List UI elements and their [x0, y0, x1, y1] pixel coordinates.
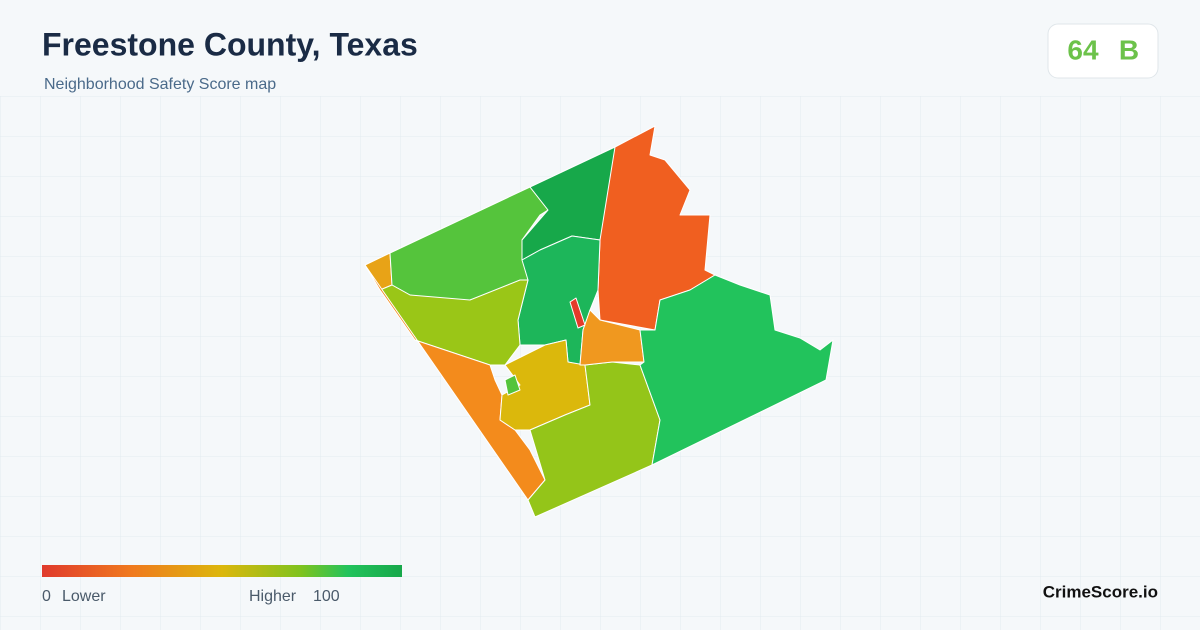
score-grade: B: [1119, 34, 1139, 65]
subtitle: Neighborhood Safety Score map: [44, 76, 276, 93]
title: Freestone County, Texas: [42, 26, 418, 62]
legend-max: 100: [313, 588, 340, 605]
score-value: 64: [1067, 34, 1099, 65]
region: [597, 125, 716, 331]
score-badge: [1047, 23, 1159, 79]
brand: CrimeScore.io: [1043, 582, 1158, 601]
legend-min-label: Lower: [62, 588, 106, 605]
county-map: [364, 125, 834, 518]
region: [569, 297, 586, 329]
region: [639, 274, 834, 466]
legend-max-label: Higher: [249, 588, 297, 605]
region: [504, 374, 521, 396]
legend-min: 0: [42, 588, 51, 605]
legend-scale: [42, 565, 402, 577]
